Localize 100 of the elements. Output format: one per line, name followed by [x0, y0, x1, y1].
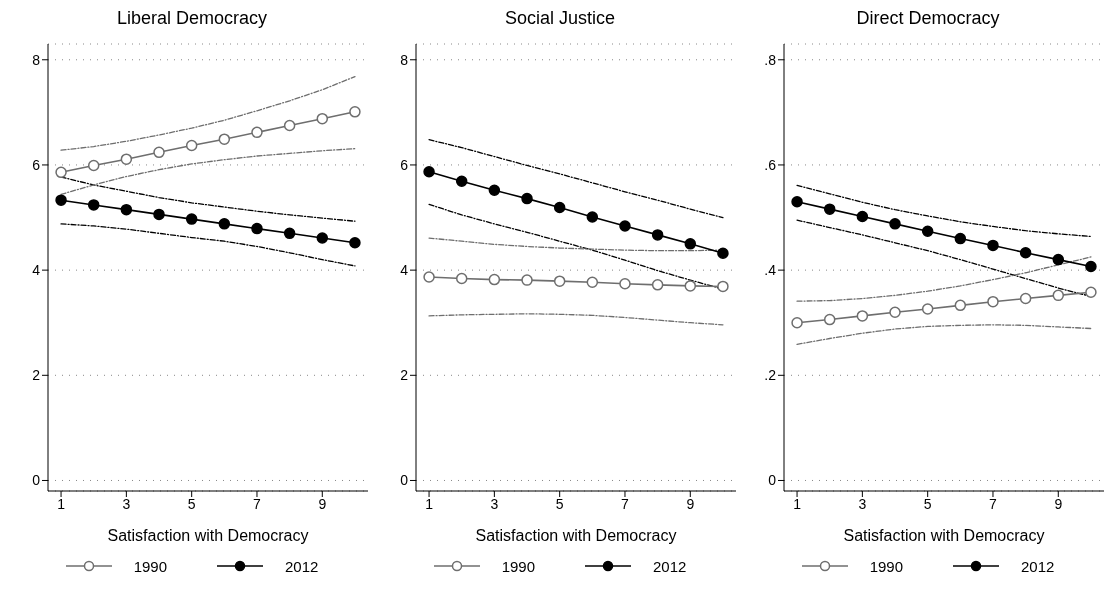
x-tick-label: 7 [989, 495, 998, 512]
point [423, 166, 435, 178]
point [218, 218, 231, 230]
point [553, 275, 566, 287]
y-tick-label: 2 [400, 367, 409, 384]
y-tick-label: 8 [400, 51, 409, 68]
point [717, 280, 729, 293]
point [1052, 253, 1065, 266]
point [218, 133, 231, 145]
line-series [796, 324, 1092, 345]
y-tick-label: 8 [32, 51, 41, 68]
x-tick-label: 1 [425, 495, 434, 512]
point [521, 192, 533, 205]
point [185, 213, 198, 225]
point [185, 139, 198, 152]
line-series [796, 184, 1092, 238]
point [251, 222, 263, 235]
legend-label: 2012 [653, 557, 687, 575]
x-axis-title: Satisfaction with Democracy [843, 527, 1045, 544]
point [823, 313, 836, 326]
point [153, 208, 165, 221]
legend-label: 2012 [285, 557, 319, 575]
x-tick-label: 9 [1054, 495, 1063, 512]
point [1085, 286, 1097, 298]
point [619, 278, 631, 290]
chart-title: Direct Democracy [855, 8, 1001, 30]
y-tick-label: 4 [400, 262, 409, 279]
y-tick-label: 0 [32, 472, 41, 489]
point [283, 119, 296, 132]
point [349, 237, 361, 249]
point [954, 232, 967, 245]
x-tick-label: 7 [621, 495, 630, 512]
point [120, 153, 133, 165]
y-tick-label: .8 [764, 51, 777, 68]
x-tick-label: 5 [555, 495, 564, 512]
x-tick-label: 9 [686, 495, 695, 512]
line-series [428, 139, 724, 219]
chart-title: Social Justice [503, 8, 617, 30]
point [856, 310, 869, 322]
point [921, 303, 934, 315]
point [717, 247, 729, 260]
x-axis-title: Satisfaction with Democracy [107, 527, 309, 544]
y-tick-label: .4 [764, 262, 777, 279]
legend-label: 2012 [1021, 557, 1055, 575]
point [586, 276, 599, 288]
legend-label: 1990 [869, 557, 903, 575]
point [651, 229, 664, 241]
point [1052, 289, 1065, 302]
x-tick-label: 1 [793, 495, 802, 512]
y-tick-label: 6 [400, 156, 409, 173]
point [889, 306, 901, 318]
point [1085, 260, 1097, 273]
x-tick-label: 9 [318, 495, 327, 512]
point [87, 199, 100, 211]
x-tick-label: 3 [122, 495, 131, 512]
point [251, 126, 263, 139]
line-series [428, 313, 724, 326]
point [283, 227, 296, 240]
y-tick-label: 0 [768, 472, 777, 489]
point [1019, 247, 1032, 259]
x-axis-title: Satisfaction with Democracy [475, 527, 677, 544]
legend-label: 1990 [133, 557, 167, 575]
point [651, 279, 664, 291]
chart-title: Liberal Democracy [115, 8, 269, 30]
point [987, 239, 999, 252]
point [488, 273, 501, 286]
point [316, 232, 329, 244]
point [423, 271, 435, 283]
point [120, 203, 133, 216]
point [55, 194, 67, 206]
y-tick-label: .6 [764, 156, 777, 173]
point [889, 218, 901, 230]
legend-label: 1990 [501, 557, 535, 575]
y-tick-label: .2 [764, 367, 777, 384]
point [791, 196, 803, 208]
point [856, 210, 869, 223]
point [987, 295, 999, 308]
point [87, 159, 100, 172]
point [954, 299, 967, 312]
point [684, 280, 697, 292]
point [521, 274, 533, 286]
point [488, 184, 501, 196]
line-series [60, 223, 356, 267]
point [553, 201, 566, 214]
point [791, 316, 803, 329]
point [349, 106, 361, 118]
point [1019, 292, 1032, 305]
point [684, 238, 697, 250]
x-tick-label: 7 [253, 495, 262, 512]
x-tick-label: 3 [858, 495, 867, 512]
line-series [60, 75, 356, 151]
x-tick-label: 5 [923, 495, 932, 512]
point [455, 175, 468, 188]
y-tick-label: 6 [32, 156, 41, 173]
x-tick-label: 3 [490, 495, 499, 512]
y-tick-label: 0 [400, 472, 409, 489]
point [921, 225, 934, 237]
point [55, 166, 67, 179]
x-tick-label: 1 [57, 495, 66, 512]
point [823, 203, 836, 215]
